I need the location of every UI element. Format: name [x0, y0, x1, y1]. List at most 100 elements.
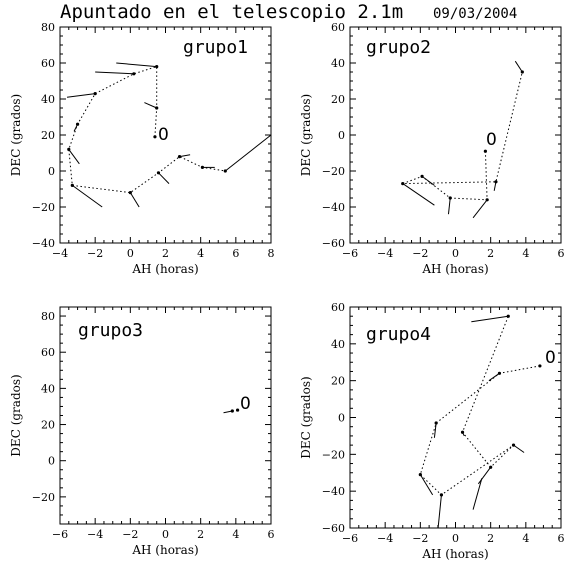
y-tick-label: 40 [331, 338, 345, 351]
x-tick-label: −6 [342, 532, 358, 545]
data-point [155, 106, 159, 110]
y-tick-label: 20 [331, 93, 345, 106]
x-tick-label: −2 [87, 247, 103, 260]
error-vector [129, 192, 140, 208]
y-tick-label: −60 [322, 522, 345, 535]
y-tick-label: 60 [41, 57, 55, 70]
x-tick-label: 8 [268, 247, 275, 260]
data-point [75, 122, 80, 126]
error-vector [514, 60, 523, 73]
x-tick-label: −6 [52, 528, 68, 541]
x-tick-label: −4 [377, 247, 393, 260]
error-vector [95, 71, 134, 75]
x-tick-label: 6 [558, 532, 565, 545]
figure-date: 09/03/2004 [433, 6, 517, 22]
data-point [200, 165, 205, 169]
data-point [153, 135, 157, 139]
x-axis-label: AH (horas) [421, 262, 488, 276]
y-tick-label: 80 [41, 310, 55, 323]
data-point [497, 371, 502, 375]
y-tick-label: −20 [32, 491, 55, 504]
data-layer [223, 408, 240, 414]
error-vector [437, 494, 442, 528]
data-point [420, 174, 424, 178]
data-point [418, 472, 422, 477]
error-vector [433, 422, 437, 438]
error-vector [477, 466, 492, 485]
origin-label: 0 [240, 394, 251, 414]
x-tick-label: 6 [558, 247, 565, 260]
data-point [460, 430, 465, 434]
data-point [128, 191, 132, 195]
y-tick-label: 60 [331, 21, 345, 34]
x-tick-label: 4 [232, 528, 239, 541]
origin-label: 0 [545, 348, 556, 368]
data-point [485, 198, 489, 202]
data-point [132, 72, 136, 76]
data-point [489, 465, 493, 469]
error-vector [402, 183, 435, 206]
y-axis-label: DEC (grados) [299, 94, 313, 176]
y-tick-label: −20 [322, 448, 345, 461]
group-label: grupo2 [366, 37, 431, 58]
pointing-path [419, 316, 540, 496]
error-vector [513, 444, 525, 453]
data-point [511, 443, 516, 447]
x-tick-label: 4 [522, 532, 529, 545]
error-vector [158, 172, 170, 184]
group-label: grupo3 [78, 320, 143, 341]
data-point [223, 169, 227, 173]
x-tick-label: −4 [87, 528, 103, 541]
data-point [448, 196, 452, 200]
y-tick-label: 40 [41, 382, 55, 395]
error-vector [68, 149, 80, 165]
x-tick-label: 0 [452, 247, 459, 260]
data-point [434, 421, 438, 425]
origin-label: 0 [158, 125, 169, 145]
y-axis-label: DEC (grados) [9, 374, 23, 456]
y-tick-label: −20 [322, 165, 345, 178]
x-tick-label: −4 [377, 532, 393, 545]
x-tick-label: 4 [197, 247, 204, 260]
x-tick-label: −4 [52, 247, 68, 260]
error-vector [447, 197, 451, 215]
y-tick-label: 40 [41, 93, 55, 106]
data-point [177, 155, 182, 159]
x-tick-label: 0 [452, 532, 459, 545]
data-point [538, 364, 542, 368]
data-point [401, 182, 405, 186]
error-vector [471, 315, 509, 323]
error-vector [419, 474, 434, 496]
data-point [494, 180, 498, 184]
x-tick-label: −2 [412, 532, 428, 545]
error-vector [472, 478, 483, 510]
error-vector [421, 175, 435, 186]
x-tick-label: 6 [232, 247, 239, 260]
error-vector [488, 372, 500, 382]
x-tick-label: 2 [487, 247, 494, 260]
y-tick-label: 60 [41, 346, 55, 359]
group-label: grupo1 [183, 37, 248, 58]
error-vector [144, 102, 157, 109]
data-point [70, 183, 74, 187]
y-tick-label: −40 [322, 485, 345, 498]
plot-frame [349, 26, 562, 244]
x-axis-label: AH (horas) [131, 543, 198, 557]
x-axis-label: AH (horas) [421, 547, 488, 561]
y-tick-label: 80 [41, 21, 55, 34]
pointing-path [402, 71, 523, 201]
x-tick-label: −6 [342, 247, 358, 260]
y-tick-label: 60 [331, 301, 345, 314]
x-tick-label: 4 [522, 247, 529, 260]
x-tick-label: 2 [197, 528, 204, 541]
data-point [483, 149, 487, 153]
group-label: grupo4 [366, 324, 431, 345]
x-tick-label: 0 [162, 528, 169, 541]
y-tick-label: 20 [41, 419, 55, 432]
x-axis-label: AH (horas) [131, 262, 198, 276]
x-tick-label: 2 [162, 247, 169, 260]
